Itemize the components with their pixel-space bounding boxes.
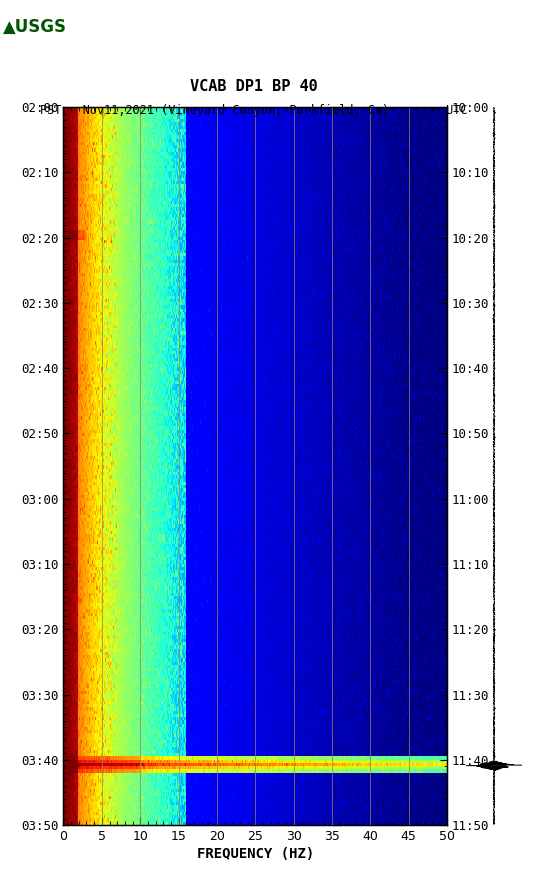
X-axis label: FREQUENCY (HZ): FREQUENCY (HZ) (197, 847, 314, 861)
Text: PST   Nov11,2021 (Vineyard Canyon, Parkfield, Ca)        UTC: PST Nov11,2021 (Vineyard Canyon, Parkfie… (40, 104, 468, 118)
Text: VCAB DP1 BP 40: VCAB DP1 BP 40 (190, 78, 318, 94)
Text: ▲USGS: ▲USGS (3, 18, 67, 36)
